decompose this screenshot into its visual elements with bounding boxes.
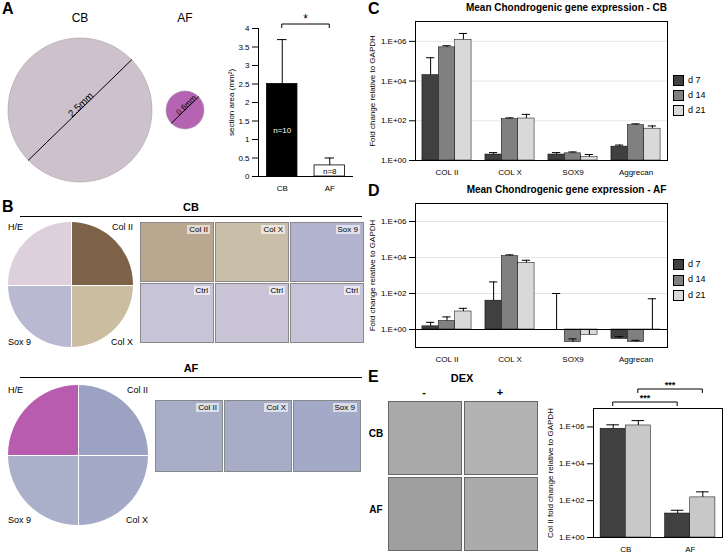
svg-text:2: 2 (245, 98, 250, 107)
html-text:Col II: Col II (189, 225, 208, 234)
svg-text:SOX9: SOX9 (562, 355, 584, 364)
html-text:Mean Chondrogenic gene express: Mean Chondrogenic gene expression - AF (466, 184, 667, 195)
svg-text:COL II: COL II (436, 355, 459, 364)
svg-text:COL II: COL II (436, 168, 459, 177)
svg-text:Aggrecan: Aggrecan (619, 168, 653, 177)
html-text:H/E: H/E (8, 222, 23, 232)
svg-text:AF: AF (685, 545, 695, 554)
svg-text:*: * (303, 12, 308, 26)
svg-text:1: 1 (245, 135, 250, 144)
html-text:E: E (368, 368, 379, 385)
svg-text:0.5: 0.5 (238, 154, 250, 163)
html-text:d 7: d 7 (688, 74, 701, 85)
svg-text:***: *** (640, 393, 651, 403)
svg-text:CB: CB (72, 11, 89, 25)
html-text:Sox 9: Sox 9 (337, 225, 358, 234)
svg-text:AF: AF (325, 184, 335, 193)
html-text:d 21: d 21 (688, 289, 706, 300)
svg-text:n=8: n=8 (323, 167, 337, 176)
svg-text:1.E+04: 1.E+04 (381, 253, 407, 262)
html-text:Ctrl: Ctrl (270, 286, 283, 295)
html-text:Mean Chondrogenic gene express: Mean Chondrogenic gene expression - CB (465, 2, 668, 13)
html-text:DEX: DEX (450, 372, 474, 384)
svg-text:1.E+04: 1.E+04 (559, 459, 585, 468)
svg-text:1.E+00: 1.E+00 (381, 156, 407, 165)
svg-text:2.5: 2.5 (238, 80, 250, 89)
svg-text:***: *** (665, 380, 676, 390)
svg-text:Fold change relative to GAPDH: Fold change relative to GAPDH (368, 35, 377, 147)
svg-text:1.5: 1.5 (238, 117, 250, 126)
svg-text:1.E+04: 1.E+04 (381, 77, 407, 86)
svg-text:1.E+06: 1.E+06 (559, 422, 585, 431)
svg-text:CB: CB (620, 545, 631, 554)
svg-text:CB: CB (277, 184, 288, 193)
svg-text:COL X: COL X (498, 168, 522, 177)
html-text:CB: CB (183, 201, 199, 213)
svg-text:COL X: COL X (498, 355, 522, 364)
svg-text:1.E+00: 1.E+00 (381, 325, 407, 334)
svg-text:0: 0 (245, 172, 250, 181)
svg-text:Aggrecan: Aggrecan (619, 355, 653, 364)
svg-text:3.5: 3.5 (238, 43, 250, 52)
html-text:Col X: Col X (263, 225, 283, 234)
svg-text:1.E+02: 1.E+02 (381, 116, 407, 125)
html-text:Sox 9: Sox 9 (8, 515, 31, 525)
svg-text:2.5mm: 2.5mm (66, 90, 96, 119)
svg-text:1.E+06: 1.E+06 (381, 217, 407, 226)
svg-text:SOX9: SOX9 (562, 168, 584, 177)
html-text:d 14: d 14 (688, 89, 706, 100)
svg-text:section area (mm²): section area (mm²) (227, 69, 236, 136)
html-text:B: B (2, 198, 14, 215)
html-text:AF: AF (369, 504, 383, 515)
html-text:A: A (2, 0, 14, 17)
html-text:d 7: d 7 (688, 259, 701, 270)
html-text:Col II: Col II (127, 385, 148, 395)
html-text:Col II: Col II (112, 222, 133, 232)
html-text:D: D (368, 182, 380, 199)
svg-text:1.E+00: 1.E+00 (559, 533, 585, 542)
html-text:H/E: H/E (8, 385, 23, 395)
svg-text:3: 3 (245, 61, 250, 70)
svg-text:AF: AF (177, 11, 192, 25)
svg-text:n=10: n=10 (273, 126, 292, 135)
svg-text:1.E+06: 1.E+06 (381, 37, 407, 46)
svg-text:Fold change relative to GAPDH: Fold change relative to GAPDH (368, 219, 377, 331)
html-text:Col II: Col II (198, 403, 217, 412)
html-text:Col X: Col X (126, 515, 148, 525)
html-text:Col X: Col X (111, 337, 133, 347)
html-text:C: C (368, 0, 380, 17)
html-text:AF: AF (183, 362, 199, 374)
html-text:d 21: d 21 (688, 105, 706, 116)
html-text:Col X: Col X (266, 403, 286, 412)
html-text:Sox 9: Sox 9 (8, 337, 31, 347)
html-text:Sox 9: Sox 9 (334, 403, 355, 412)
svg-text:Col II fold change relative to: Col II fold change relative to GAPDH (546, 408, 555, 538)
html-text:Ctrl: Ctrl (345, 286, 358, 295)
svg-text:0.6mm: 0.6mm (174, 93, 198, 117)
svg-text:1.E+02: 1.E+02 (559, 496, 585, 505)
html-text:Ctrl: Ctrl (195, 286, 208, 295)
svg-text:1.E+02: 1.E+02 (381, 289, 407, 298)
html-text:CB: CB (368, 428, 384, 439)
svg-text:4: 4 (245, 24, 250, 33)
html-text:d 14: d 14 (688, 274, 706, 285)
